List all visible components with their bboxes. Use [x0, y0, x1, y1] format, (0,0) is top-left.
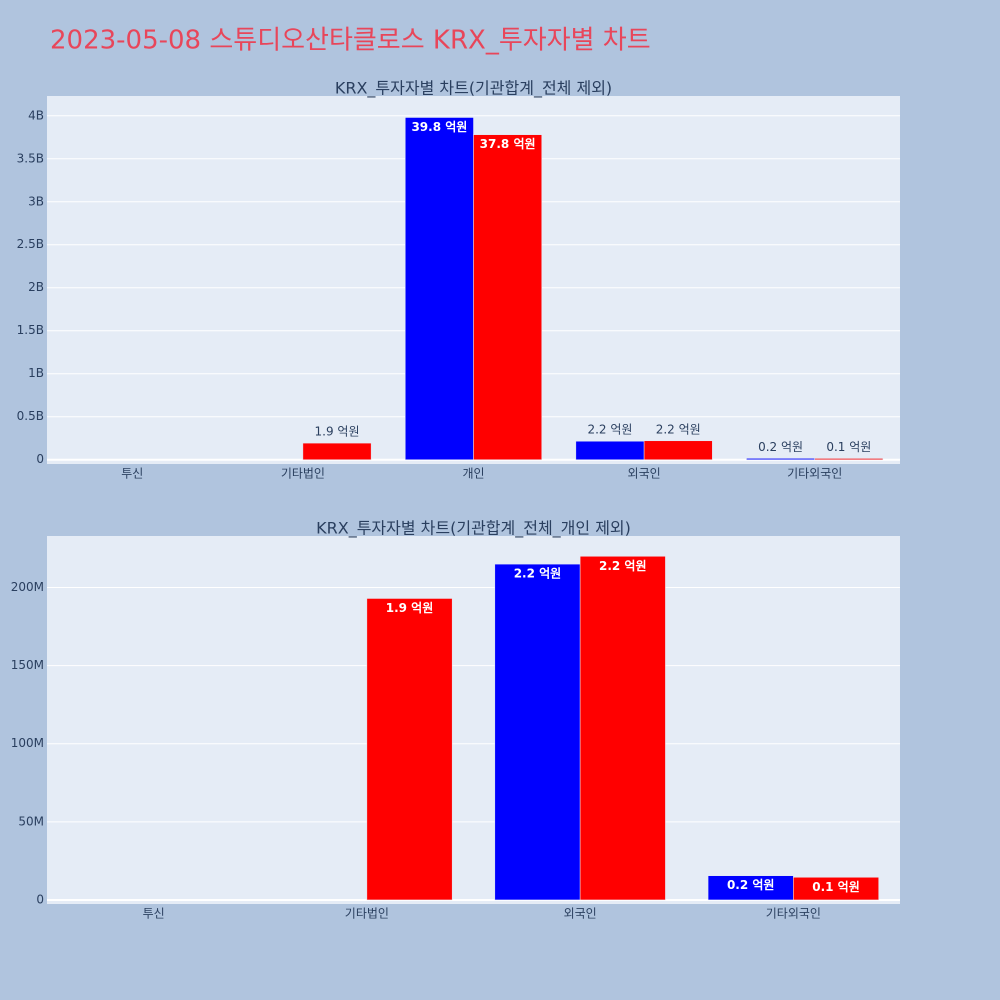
- y-tick-label: 3B: [28, 194, 44, 208]
- y-tick-label: 1.5B: [17, 323, 44, 337]
- data-label: 2.2 억원: [514, 567, 562, 581]
- y-tick-label: 1B: [28, 366, 44, 380]
- bar: [575, 440, 645, 460]
- data-label: 2.2 억원: [656, 422, 701, 436]
- page-title: 2023-05-08 스튜디오산타클로스 KRX_투자자별 차트: [50, 26, 651, 56]
- y-tick-label: 0: [36, 452, 44, 466]
- y-tick-label: 100M: [11, 736, 44, 750]
- y-tick-label: 4B: [28, 108, 44, 122]
- x-tick-label: 개인: [462, 467, 484, 481]
- bar: [579, 556, 666, 901]
- data-label: 1.9 억원: [315, 425, 360, 439]
- bar: [366, 598, 453, 901]
- y-tick-label: 0.5B: [17, 409, 44, 423]
- y-tick-label: 3.5B: [17, 151, 44, 165]
- data-label: 2.2 억원: [587, 423, 632, 437]
- y-tick-label: 200M: [11, 580, 44, 594]
- data-label: 0.1 억원: [826, 440, 871, 454]
- y-tick-label: 50M: [18, 814, 44, 828]
- bar: [643, 440, 713, 460]
- x-tick-label: 투신: [121, 467, 143, 481]
- bar: [746, 458, 815, 460]
- data-label: 2.2 억원: [599, 559, 647, 573]
- bar: [814, 458, 884, 460]
- plot-area: [47, 536, 900, 904]
- x-tick-label: 투신: [143, 907, 165, 921]
- x-tick-label: 기타법인: [345, 907, 389, 921]
- x-tick-label: 기타외국인: [787, 467, 842, 481]
- data-label: 39.8 억원: [411, 120, 467, 134]
- bar: [494, 563, 581, 901]
- bar: [707, 875, 794, 901]
- y-tick-label: 0: [36, 892, 44, 906]
- bar: [473, 134, 542, 460]
- bar: [302, 442, 372, 460]
- chart-title: KRX_투자자별 차트(기관합계_전체 제외): [335, 79, 612, 99]
- y-tick-label: 150M: [11, 658, 44, 672]
- x-tick-label: 기타법인: [281, 467, 325, 481]
- y-tick-label: 2.5B: [17, 237, 44, 251]
- bar: [793, 877, 879, 901]
- bar: [405, 117, 474, 460]
- data-label: 0.1 억원: [812, 880, 860, 894]
- x-tick-label: 기타외국인: [766, 907, 821, 921]
- x-tick-label: 외국인: [628, 467, 661, 481]
- data-label: 0.2 억원: [758, 440, 803, 454]
- data-label: 0.2 억원: [727, 878, 775, 892]
- data-label: 1.9 억원: [386, 601, 434, 615]
- data-label: 37.8 억원: [480, 137, 536, 151]
- y-tick-label: 2B: [28, 280, 44, 294]
- chart-title: KRX_투자자별 차트(기관합계_전체_개인 제외): [316, 519, 631, 539]
- x-tick-label: 외국인: [564, 907, 597, 921]
